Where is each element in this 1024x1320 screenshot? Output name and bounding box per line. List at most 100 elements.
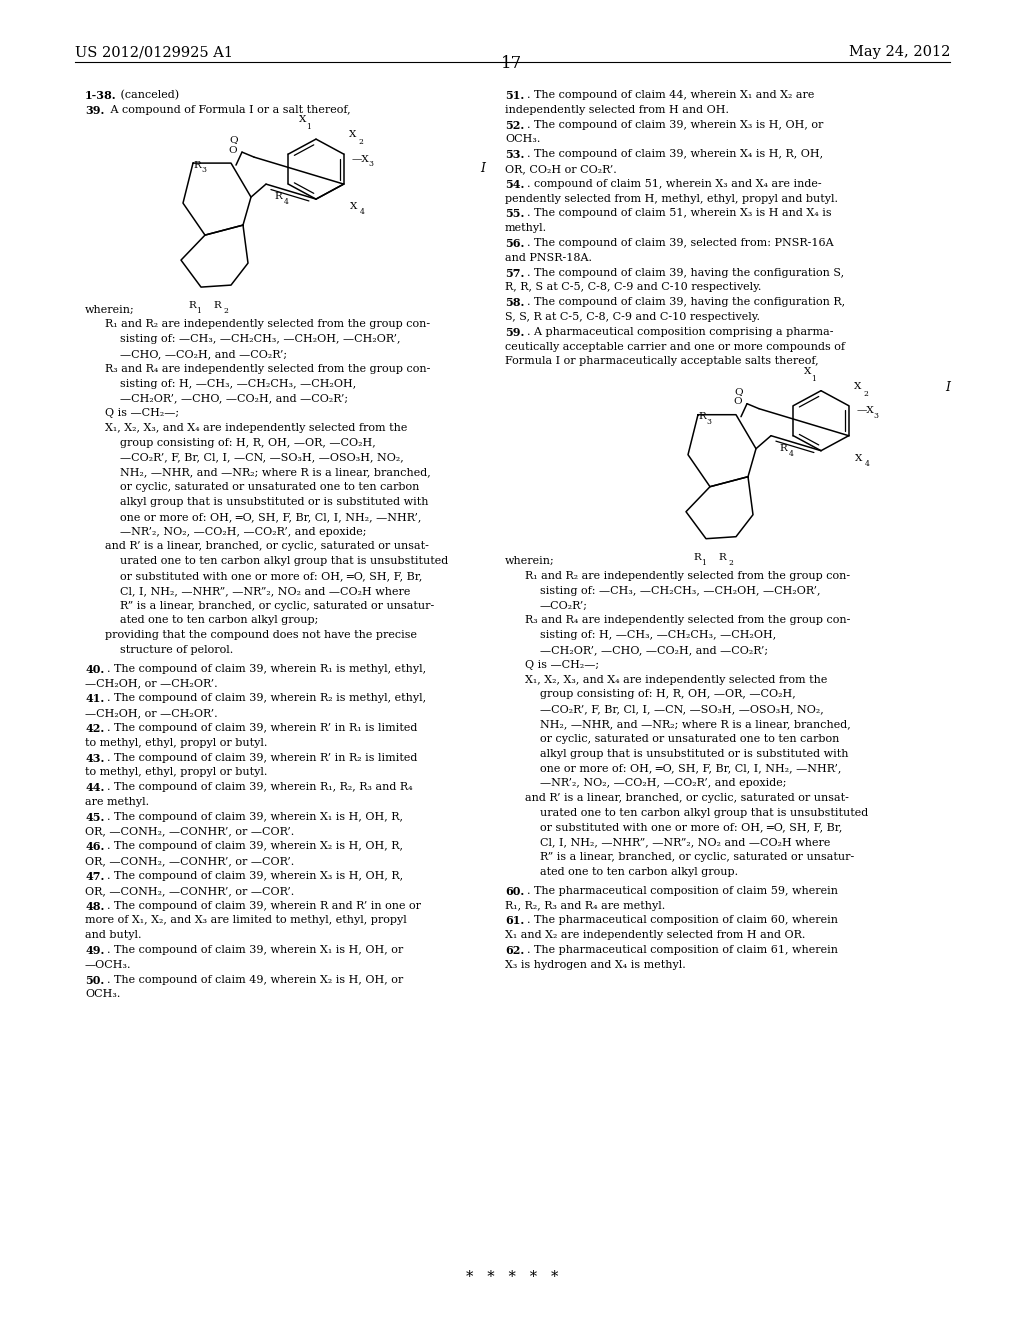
Text: 3: 3 — [369, 160, 374, 168]
Text: 4: 4 — [359, 209, 365, 216]
Text: 62.: 62. — [505, 945, 524, 956]
Text: more of X₁, X₂, and X₃ are limited to methyl, ethyl, propyl: more of X₁, X₂, and X₃ are limited to me… — [85, 915, 407, 925]
Text: —CH₂OH, or —CH₂OR’.: —CH₂OH, or —CH₂OR’. — [85, 678, 218, 689]
Text: R₁ and R₂ are independently selected from the group con-: R₁ and R₂ are independently selected fro… — [105, 319, 430, 330]
Text: X: X — [350, 202, 357, 211]
Text: 52.: 52. — [505, 120, 524, 131]
Text: ated one to ten carbon alkyl group;: ated one to ten carbon alkyl group; — [120, 615, 318, 626]
Text: . The compound of claim ​39, wherein X₁ is H, OH, R,: . The compound of claim ​39, wherein X₁ … — [106, 812, 403, 822]
Text: to methyl, ethyl, propyl or butyl.: to methyl, ethyl, propyl or butyl. — [85, 738, 267, 748]
Text: 1: 1 — [701, 558, 707, 566]
Text: providing that the compound does not have the precise: providing that the compound does not hav… — [105, 630, 417, 640]
Text: OR, —CONH₂, —CONHR’, or —COR’.: OR, —CONH₂, —CONHR’, or —COR’. — [85, 886, 294, 896]
Text: 3: 3 — [201, 166, 206, 174]
Text: 48.: 48. — [85, 900, 104, 912]
Text: and PNSR-18A.: and PNSR-18A. — [505, 253, 592, 263]
Text: 54.: 54. — [505, 178, 524, 190]
Text: US 2012/0129925 A1: US 2012/0129925 A1 — [75, 45, 233, 59]
Text: alkyl group that is unsubstituted or is substituted with: alkyl group that is unsubstituted or is … — [540, 748, 849, 759]
Text: . compound of claim ​51, wherein X₃ and X₄ are inde-: . compound of claim ​51, wherein X₃ and … — [527, 178, 821, 189]
Text: OR, —CONH₂, —CONHR’, or —COR’.: OR, —CONH₂, —CONHR’, or —COR’. — [85, 857, 294, 866]
Text: Cl, I, NH₂, —NHR”, —NR”₂, NO₂ and —CO₂H where: Cl, I, NH₂, —NHR”, —NR”₂, NO₂ and —CO₂H … — [120, 586, 411, 595]
Text: 3: 3 — [873, 412, 879, 420]
Text: —NR’₂, NO₂, —CO₂H, —CO₂R’, and epoxide;: —NR’₂, NO₂, —CO₂H, —CO₂R’, and epoxide; — [540, 779, 786, 788]
Text: 3: 3 — [707, 417, 712, 425]
Text: sisting of: —CH₃, —CH₂CH₃, —CH₂OH, —CH₂OR’,: sisting of: —CH₃, —CH₂CH₃, —CH₂OH, —CH₂O… — [120, 334, 400, 345]
Text: sisting of: H, —CH₃, —CH₂CH₃, —CH₂OH,: sisting of: H, —CH₃, —CH₂CH₃, —CH₂OH, — [120, 379, 356, 388]
Text: . The compound of claim ​39, wherein X₄ is H, R, OH,: . The compound of claim ​39, wherein X₄ … — [527, 149, 823, 160]
Text: 1-38.: 1-38. — [85, 90, 117, 102]
Text: X₁, X₂, X₃, and X₄ are independently selected from the: X₁, X₂, X₃, and X₄ are independently sel… — [525, 675, 827, 685]
Text: X: X — [855, 454, 862, 463]
Text: 39.: 39. — [85, 104, 104, 116]
Text: R: R — [718, 553, 726, 562]
Text: methyl.: methyl. — [505, 223, 547, 234]
Text: 2: 2 — [863, 389, 868, 397]
Text: 40.: 40. — [85, 664, 104, 675]
Text: OR, —CONH₂, —CONHR’, or —COR’.: OR, —CONH₂, —CONHR’, or —COR’. — [85, 826, 294, 837]
Text: 56.: 56. — [505, 238, 524, 249]
Text: 60.: 60. — [505, 886, 524, 896]
Text: X₃ is hydrogen and X₄ is methyl.: X₃ is hydrogen and X₄ is methyl. — [505, 960, 686, 970]
Text: and R’ is a linear, branched, or cyclic, saturated or unsat-: and R’ is a linear, branched, or cyclic,… — [525, 793, 849, 803]
Text: Cl, I, NH₂, —NHR”, —NR”₂, NO₂ and —CO₂H where: Cl, I, NH₂, —NHR”, —NR”₂, NO₂ and —CO₂H … — [540, 837, 830, 847]
Text: X₁, X₂, X₃, and X₄ are independently selected from the: X₁, X₂, X₃, and X₄ are independently sel… — [105, 422, 408, 433]
Text: . The compound of claim ​39, wherein X₃ is H, OH, or: . The compound of claim ​39, wherein X₃ … — [527, 120, 823, 129]
Text: 47.: 47. — [85, 871, 104, 882]
Text: R: R — [274, 193, 282, 201]
Text: 57.: 57. — [505, 268, 524, 279]
Text: OCH₃.: OCH₃. — [505, 135, 541, 144]
Text: R, R, S at C-5, C-8, C-9 and C-10 respectively.: R, R, S at C-5, C-8, C-9 and C-10 respec… — [505, 282, 762, 293]
Text: pendently selected from H, methyl, ethyl, propyl and butyl.: pendently selected from H, methyl, ethyl… — [505, 194, 838, 203]
Text: May 24, 2012: May 24, 2012 — [849, 45, 950, 59]
Text: 51.: 51. — [505, 90, 524, 102]
Text: 49.: 49. — [85, 945, 104, 956]
Text: 1: 1 — [197, 308, 201, 315]
Text: ated one to ten carbon alkyl group.: ated one to ten carbon alkyl group. — [540, 867, 738, 876]
Text: group consisting of: H, R, OH, —OR, —CO₂H,: group consisting of: H, R, OH, —OR, —CO₂… — [540, 689, 796, 700]
Text: one or more of: OH, ═O, SH, F, Br, Cl, I, NH₂, —NHR’,: one or more of: OH, ═O, SH, F, Br, Cl, I… — [540, 763, 842, 774]
Text: S, S, R at C-5, C-8, C-9 and C-10 respectively.: S, S, R at C-5, C-8, C-9 and C-10 respec… — [505, 312, 760, 322]
Text: O: O — [733, 397, 742, 407]
Text: . The compound of claim ​44, wherein X₁ and X₂ are: . The compound of claim ​44, wherein X₁ … — [527, 90, 814, 100]
Text: OCH₃.: OCH₃. — [85, 990, 121, 999]
Text: *   *   *   *   *: * * * * * — [466, 1270, 558, 1284]
Text: —NR’₂, NO₂, —CO₂H, —CO₂R’, and epoxide;: —NR’₂, NO₂, —CO₂H, —CO₂R’, and epoxide; — [120, 527, 367, 537]
Text: 59.: 59. — [505, 327, 524, 338]
Text: . The compound of claim ​39, selected from: PNSR-16A: . The compound of claim ​39, selected fr… — [527, 238, 834, 248]
Text: . The compound of claim ​39, wherein R₁, R₂, R₃ and R₄: . The compound of claim ​39, wherein R₁,… — [106, 783, 413, 792]
Text: structure of pelorol.: structure of pelorol. — [120, 645, 233, 655]
Text: 46.: 46. — [85, 841, 104, 853]
Text: one or more of: OH, ═O, SH, F, Br, Cl, I, NH₂, —NHR’,: one or more of: OH, ═O, SH, F, Br, Cl, I… — [120, 512, 421, 521]
Text: Q: Q — [229, 135, 239, 144]
Text: or substituted with one or more of: OH, ═O, SH, F, Br,: or substituted with one or more of: OH, … — [540, 822, 843, 833]
Text: OR, CO₂H or CO₂R’.: OR, CO₂H or CO₂R’. — [505, 164, 616, 174]
Text: 61.: 61. — [505, 915, 524, 927]
Text: . The compound of claim ​39, wherein X₃ is H, OH, R,: . The compound of claim ​39, wherein X₃ … — [106, 871, 403, 880]
Text: or cyclic, saturated or unsaturated one to ten carbon: or cyclic, saturated or unsaturated one … — [120, 482, 420, 492]
Text: and butyl.: and butyl. — [85, 931, 141, 940]
Text: 2: 2 — [223, 308, 228, 315]
Text: sisting of: —CH₃, —CH₂CH₃, —CH₂OH, —CH₂OR’,: sisting of: —CH₃, —CH₂CH₃, —CH₂OH, —CH₂O… — [540, 586, 820, 595]
Text: urated one to ten carbon alkyl group that is unsubstituted: urated one to ten carbon alkyl group tha… — [120, 556, 449, 566]
Text: —CH₂OR’, —CHO, —CO₂H, and —CO₂R’;: —CH₂OR’, —CHO, —CO₂H, and —CO₂R’; — [540, 645, 768, 655]
Text: . The compound of claim ​49, wherein X₂ is H, OH, or: . The compound of claim ​49, wherein X₂ … — [106, 974, 403, 985]
Text: group consisting of: H, R, OH, —OR, —CO₂H,: group consisting of: H, R, OH, —OR, —CO₂… — [120, 438, 376, 447]
Text: R: R — [188, 301, 196, 310]
Text: are methyl.: are methyl. — [85, 797, 150, 807]
Text: and R’ is a linear, branched, or cyclic, saturated or unsat-: and R’ is a linear, branched, or cyclic,… — [105, 541, 429, 552]
Text: . The compound of claim ​39, wherein X₁ is H, OH, or: . The compound of claim ​39, wherein X₁ … — [106, 945, 403, 954]
Text: 50.: 50. — [85, 974, 104, 986]
Text: X: X — [804, 367, 811, 376]
Text: —CH₂OH, or —CH₂OR’.: —CH₂OH, or —CH₂OR’. — [85, 709, 218, 718]
Text: —X: —X — [857, 407, 874, 416]
Text: 41.: 41. — [85, 693, 104, 705]
Text: A compound of Formula I or a salt thereof,: A compound of Formula I or a salt thereo… — [106, 104, 350, 115]
Text: X: X — [349, 131, 356, 139]
Text: . The compound of claim ​39, wherein R₂ is methyl, ethyl,: . The compound of claim ​39, wherein R₂ … — [106, 693, 426, 704]
Text: 1: 1 — [306, 123, 311, 131]
Text: —X: —X — [351, 154, 370, 164]
Text: X₁ and X₂ are independently selected from H and OR.: X₁ and X₂ are independently selected fro… — [505, 931, 805, 940]
Text: . The compound of claim ​39, having the configuration S,: . The compound of claim ​39, having the … — [527, 268, 844, 277]
Text: 58.: 58. — [505, 297, 524, 308]
